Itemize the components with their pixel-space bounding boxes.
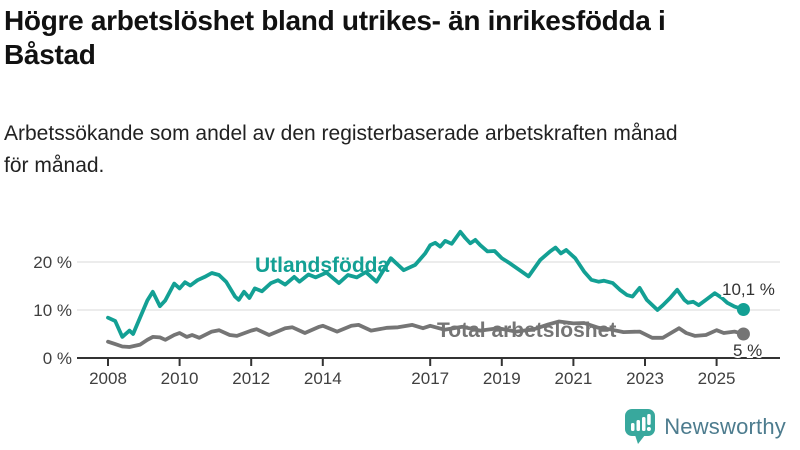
newsworthy-logo: Newsworthy <box>624 408 786 445</box>
series-line-0 <box>106 229 746 339</box>
logo-bar-2 <box>636 420 641 431</box>
series-line-1 <box>106 319 746 349</box>
unemployment-line-chart: 0 % 10 % 20 % 2008 2010 2012 2014 2017 2019 2021 2… <box>0 205 800 405</box>
newsworthy-speech-bubble-bar-chart-icon <box>625 409 656 444</box>
logo-bar-1 <box>631 423 635 431</box>
x-tick-label: 2021 <box>554 369 592 388</box>
series-end-value-label-0: 10,1 % <box>722 280 775 299</box>
x-tick-label: 2023 <box>626 369 664 388</box>
x-tick-label: 2025 <box>698 369 736 388</box>
y-tick-label: 0 % <box>43 349 72 368</box>
x-tick-label: 2019 <box>483 369 521 388</box>
series-end-value-label-1: 5 % <box>733 341 762 360</box>
series-label-1: Total arbetslöshet <box>437 319 616 342</box>
logo-bubble-tail <box>635 435 646 444</box>
x-tick-label: 2017 <box>411 369 449 388</box>
series-label-0: Utlandsfödda <box>255 254 389 277</box>
page-subtitle: Arbetssökande som andel av den registerb… <box>4 122 678 177</box>
series-end-dot-1 <box>736 327 750 341</box>
x-tick-label: 2008 <box>89 369 127 388</box>
logo-bar-3 <box>642 417 646 431</box>
y-tick-label: 20 % <box>33 253 72 272</box>
page-title: Högre arbetslöshet bland utrikes- än inr… <box>4 5 666 71</box>
x-tick-label: 2010 <box>161 369 199 388</box>
y-tick-label: 10 % <box>33 301 72 320</box>
logo-exclamation-dot <box>647 427 652 431</box>
newsworthy-wordmark: Newsworthy <box>664 413 786 439</box>
logo-exclamation-bar <box>647 414 651 425</box>
series-end-dot-0 <box>736 303 750 317</box>
x-tick-label: 2012 <box>232 369 270 388</box>
unemployment-chart-svg: 0 % 10 % 20 % 2008 2010 2012 2014 2017 2019 2021 2… <box>33 229 780 388</box>
x-tick-label: 2014 <box>304 369 342 388</box>
